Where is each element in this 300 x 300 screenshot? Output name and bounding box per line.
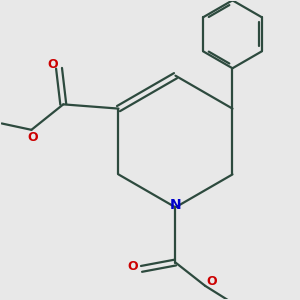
Text: O: O — [27, 131, 38, 144]
Text: O: O — [128, 260, 138, 273]
Text: N: N — [170, 198, 181, 212]
Text: O: O — [47, 58, 58, 71]
Text: O: O — [206, 275, 217, 288]
